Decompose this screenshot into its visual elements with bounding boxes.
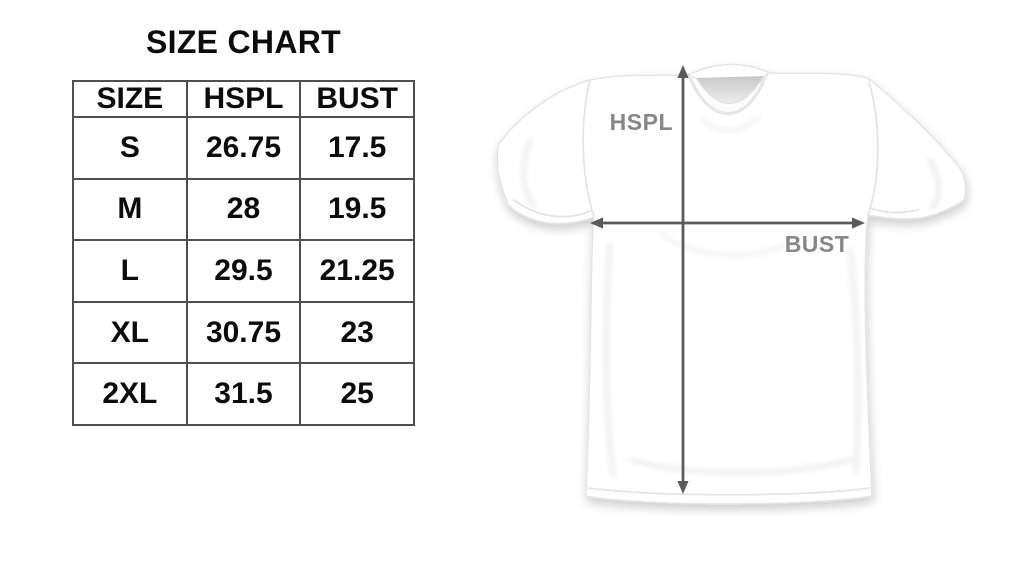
table-row: 2XL 31.5 25 — [72, 362, 415, 426]
table-cell-size: L — [72, 239, 188, 303]
tshirt-illustration — [496, 63, 967, 505]
table-cell-hspl: 30.75 — [185, 300, 302, 365]
table-cell-bust: 25 — [299, 362, 415, 426]
size-table: SIZE HSPL BUST S 26.75 17.5 M 28 19.5 L … — [72, 80, 415, 426]
table-cell-bust: 21.25 — [299, 239, 415, 303]
table-row: L 29.5 21.25 — [72, 239, 415, 303]
collar-seam — [690, 74, 766, 114]
bust-arrow — [590, 217, 865, 229]
table-cell-bust: 19.5 — [299, 177, 415, 242]
table-cell-bust: 17.5 — [299, 116, 415, 180]
hspl-label: HSPL — [610, 109, 673, 135]
table-cell-hspl: 31.5 — [185, 362, 302, 426]
collar-opening — [696, 76, 764, 104]
table-row: XL 30.75 23 — [72, 300, 415, 365]
column-header-hspl: HSPL — [185, 80, 302, 118]
table-cell-size: S — [72, 116, 188, 180]
table-cell-size: 2XL — [72, 362, 188, 426]
hspl-arrow — [677, 65, 689, 494]
table-row: M 28 19.5 — [72, 177, 415, 242]
table-header-row: SIZE HSPL BUST — [72, 80, 415, 118]
tshirt-body — [496, 63, 967, 505]
column-header-bust: BUST — [299, 80, 415, 118]
column-header-size: SIZE — [72, 80, 188, 118]
bust-label: BUST — [785, 231, 850, 257]
table-row: S 26.75 17.5 — [72, 116, 415, 180]
table-cell-hspl: 28 — [185, 177, 302, 242]
table-cell-size: M — [72, 177, 188, 242]
tshirt-diagram: HSPL BUST — [460, 20, 1020, 560]
table-cell-hspl: 26.75 — [185, 116, 302, 180]
page-title: SIZE CHART — [146, 24, 341, 60]
table-cell-hspl: 29.5 — [185, 239, 302, 303]
seam-lines — [513, 77, 919, 496]
table-cell-bust: 23 — [299, 300, 415, 365]
table-cell-size: XL — [72, 300, 188, 365]
